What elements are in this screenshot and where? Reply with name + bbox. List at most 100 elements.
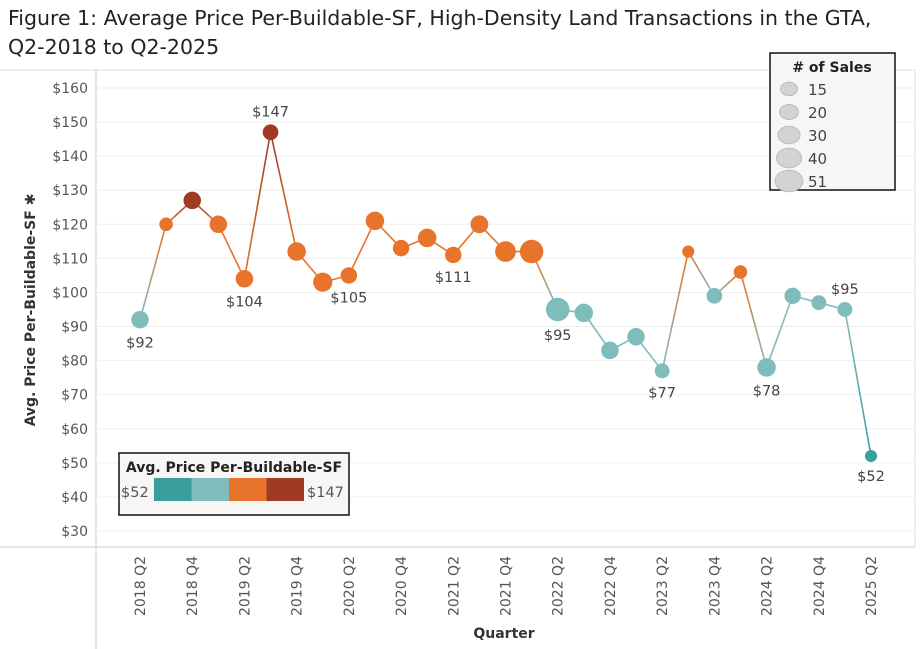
color-legend-swatch	[154, 478, 192, 501]
series-line-segment	[348, 220, 376, 276]
size-legend-label: 15	[808, 81, 827, 99]
data-point	[733, 265, 748, 279]
data-point	[757, 358, 776, 377]
data-label: $92	[126, 335, 154, 351]
data-point	[392, 239, 410, 257]
size-legend-label: 40	[808, 150, 827, 168]
x-tick-label: 2023 Q2	[655, 556, 671, 616]
y-tick-label: $100	[52, 285, 88, 301]
data-point	[784, 287, 801, 305]
y-tick-label: $80	[61, 354, 88, 370]
series-line-segment	[139, 224, 167, 320]
x-tick-label: 2020 Q2	[342, 556, 358, 616]
series-line-segment	[739, 271, 768, 368]
data-label: $105	[330, 291, 367, 307]
x-tick-label: 2025 Q2	[864, 556, 880, 616]
data-point	[131, 310, 149, 329]
y-tick-label: $150	[52, 115, 88, 131]
color-legend-title: Avg. Price Per-Buildable-SF	[126, 460, 342, 476]
y-tick-label: $110	[52, 251, 88, 267]
size-legend-label: 20	[808, 104, 827, 122]
data-point	[365, 211, 385, 231]
data-label: $111	[435, 270, 472, 286]
size-legend-title: # of Sales	[792, 60, 871, 76]
series-line-segment	[269, 132, 298, 252]
y-tick-label: $160	[52, 81, 88, 97]
data-label: $147	[252, 104, 289, 120]
y-tick-label: $50	[61, 456, 88, 472]
data-point	[313, 272, 333, 292]
x-tick-label: 2021 Q2	[446, 556, 462, 616]
color-legend-swatch	[266, 478, 304, 501]
data-point	[837, 302, 853, 317]
size-legend-label: 51	[808, 173, 827, 191]
size-legend-marker	[777, 125, 801, 145]
data-point	[235, 270, 254, 288]
size-legend-marker	[779, 104, 799, 120]
data-label: $104	[226, 295, 263, 311]
data-point	[682, 245, 695, 258]
x-tick-label: 2022 Q4	[603, 556, 619, 616]
data-point	[519, 239, 544, 264]
y-tick-label: $70	[61, 388, 88, 404]
data-point	[445, 246, 462, 264]
x-tick-label: 2024 Q4	[812, 556, 828, 616]
x-tick-label: 2019 Q4	[290, 556, 306, 616]
series-line-segment	[243, 132, 272, 279]
data-point	[495, 241, 516, 262]
chart-title: Figure 1: Average Price Per-Buildable-SF…	[8, 6, 872, 59]
data-point	[287, 242, 306, 261]
data-label: $77	[648, 385, 676, 401]
y-tick-label: $130	[52, 183, 88, 199]
color-legend-max-label: $147	[307, 485, 344, 501]
data-point	[864, 449, 878, 463]
y-tick-label: $40	[61, 490, 88, 506]
data-point	[183, 191, 201, 210]
size-legend-label: 30	[808, 127, 827, 145]
data-label: $52	[857, 469, 885, 485]
size-legend-marker	[780, 81, 798, 97]
data-point	[262, 124, 279, 141]
x-tick-label: 2022 Q2	[551, 556, 567, 616]
series-line-segment	[687, 251, 716, 297]
y-tick-label: $90	[61, 320, 88, 336]
size-legend-marker	[775, 147, 803, 169]
y-tick-label: $60	[61, 422, 88, 438]
color-legend-swatch	[229, 478, 267, 501]
x-tick-label: 2024 Q2	[760, 556, 776, 616]
data-point	[654, 363, 670, 379]
x-tick-label: 2019 Q2	[237, 556, 253, 616]
x-tick-label: 2020 Q4	[394, 556, 410, 616]
data-point	[601, 341, 619, 360]
data-point	[470, 215, 489, 234]
data-point	[627, 327, 645, 346]
series-line-segment	[661, 251, 690, 371]
data-label: $95	[544, 328, 572, 344]
y-tick-label: $120	[52, 217, 88, 233]
data-point	[574, 303, 594, 323]
x-tick-label: 2023 Q4	[707, 556, 723, 616]
data-point	[706, 288, 723, 304]
data-point	[811, 295, 827, 311]
series-line-segment	[844, 309, 872, 457]
color-legend-swatch	[191, 478, 229, 501]
x-axis-title: Quarter	[473, 626, 534, 642]
color-legend-min-label: $52	[121, 485, 149, 501]
x-tick-label: 2021 Q4	[499, 556, 515, 616]
y-tick-label: $140	[52, 149, 88, 165]
data-point	[340, 267, 358, 284]
y-tick-label: $30	[61, 524, 88, 540]
series-line-segment	[217, 223, 246, 280]
data-point	[545, 297, 570, 322]
data-label: $78	[753, 384, 781, 400]
series-line-segment	[765, 295, 794, 368]
data-point	[417, 228, 437, 248]
size-legend-marker	[774, 169, 804, 193]
x-tick-label: 2018 Q4	[185, 556, 201, 616]
x-tick-label: 2018 Q2	[133, 556, 149, 616]
data-label: $95	[831, 282, 859, 298]
data-point	[209, 215, 228, 234]
data-point	[159, 217, 173, 232]
